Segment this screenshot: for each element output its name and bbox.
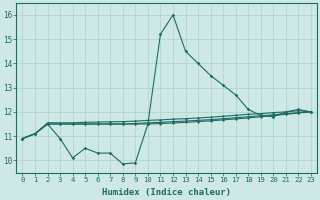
X-axis label: Humidex (Indice chaleur): Humidex (Indice chaleur) [102,188,231,197]
